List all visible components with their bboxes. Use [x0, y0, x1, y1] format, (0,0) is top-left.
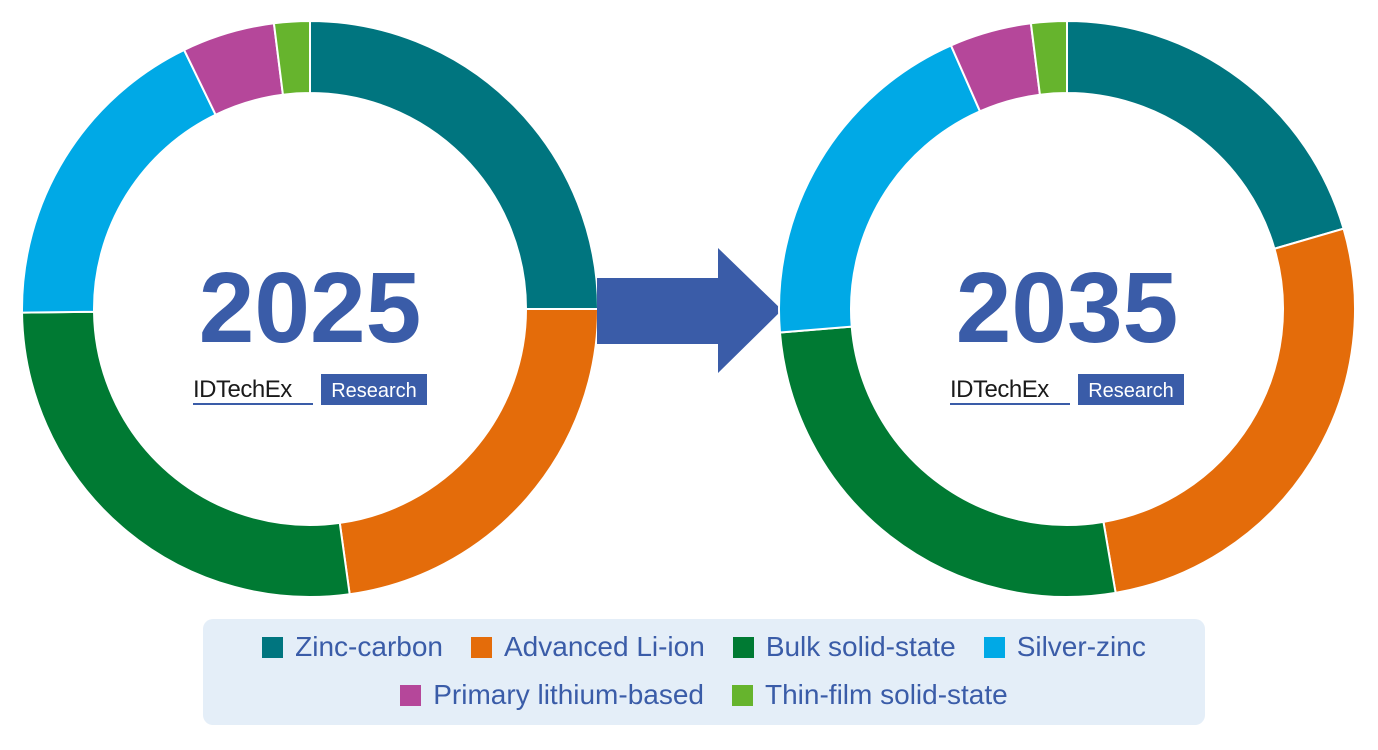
legend-item-bulk-solid-state: Bulk solid-state [732, 631, 956, 663]
legend-label: Zinc-carbon [295, 631, 443, 662]
donut-chart-2035: 2035 IDTechEx Research [778, 19, 1356, 598]
legend-item-zinc-carbon: Zinc-carbon [262, 631, 443, 663]
legend-label: Bulk solid-state [765, 631, 956, 662]
legend-swatch [471, 636, 492, 658]
legend-swatch [262, 636, 284, 658]
legend-item-thin-film-solid-state: Thin-film solid-state [732, 679, 1008, 711]
donut-slice-bulk-solid-state [778, 325, 1117, 598]
legend-label: Advanced Li-ion [504, 631, 705, 662]
donut-slice-zinc-carbon [1066, 19, 1345, 250]
watermark-brand: IDTechEx [950, 376, 1049, 403]
donut-slice-advanced-li-ion [1102, 227, 1356, 595]
legend-item-primary-lithium-based: Primary lithium-based [400, 679, 704, 711]
donut-slice-bulk-solid-state [21, 310, 351, 598]
legend: Zinc-carbon Advanced Li-ion Bulk solid-s… [203, 619, 1205, 725]
legend-label: Thin-film solid-state [765, 679, 1008, 710]
donut-slice-thin-film-solid-state [272, 19, 311, 96]
legend-label: Silver-zinc [1016, 631, 1146, 662]
watermark-tag-box [1078, 374, 1184, 405]
year-label: 2025 [199, 252, 421, 364]
year-label: 2035 [956, 252, 1178, 364]
legend-row-2: Primary lithium-based Thin-film solid-st… [203, 679, 1205, 711]
watermark-brand: IDTechEx [193, 376, 292, 403]
legend-item-advanced-li-ion: Advanced Li-ion [471, 631, 705, 663]
idtechex-watermark: IDTechEx Research [193, 374, 427, 405]
legend-label: Primary lithium-based [433, 679, 704, 710]
watermark-tag: Research [331, 380, 417, 402]
legend-row-1: Zinc-carbon Advanced Li-ion Bulk solid-s… [203, 631, 1205, 663]
right-arrow-icon [597, 248, 782, 373]
legend-swatch [732, 636, 754, 658]
watermark-tag-box [321, 374, 427, 405]
donut-chart-2025: 2025 IDTechEx Research [21, 19, 600, 598]
legend-item-silver-zinc: Silver-zinc [983, 631, 1146, 663]
legend-swatch [400, 684, 422, 706]
legend-swatch [732, 684, 753, 706]
idtechex-watermark: IDTechEx Research [950, 374, 1184, 405]
watermark-tag: Research [1088, 380, 1174, 402]
donut-slice-thin-film-solid-state [1029, 19, 1068, 96]
donut-slice-silver-zinc [21, 48, 217, 314]
donut-slice-silver-zinc [778, 44, 982, 334]
legend-swatch [983, 636, 1005, 658]
